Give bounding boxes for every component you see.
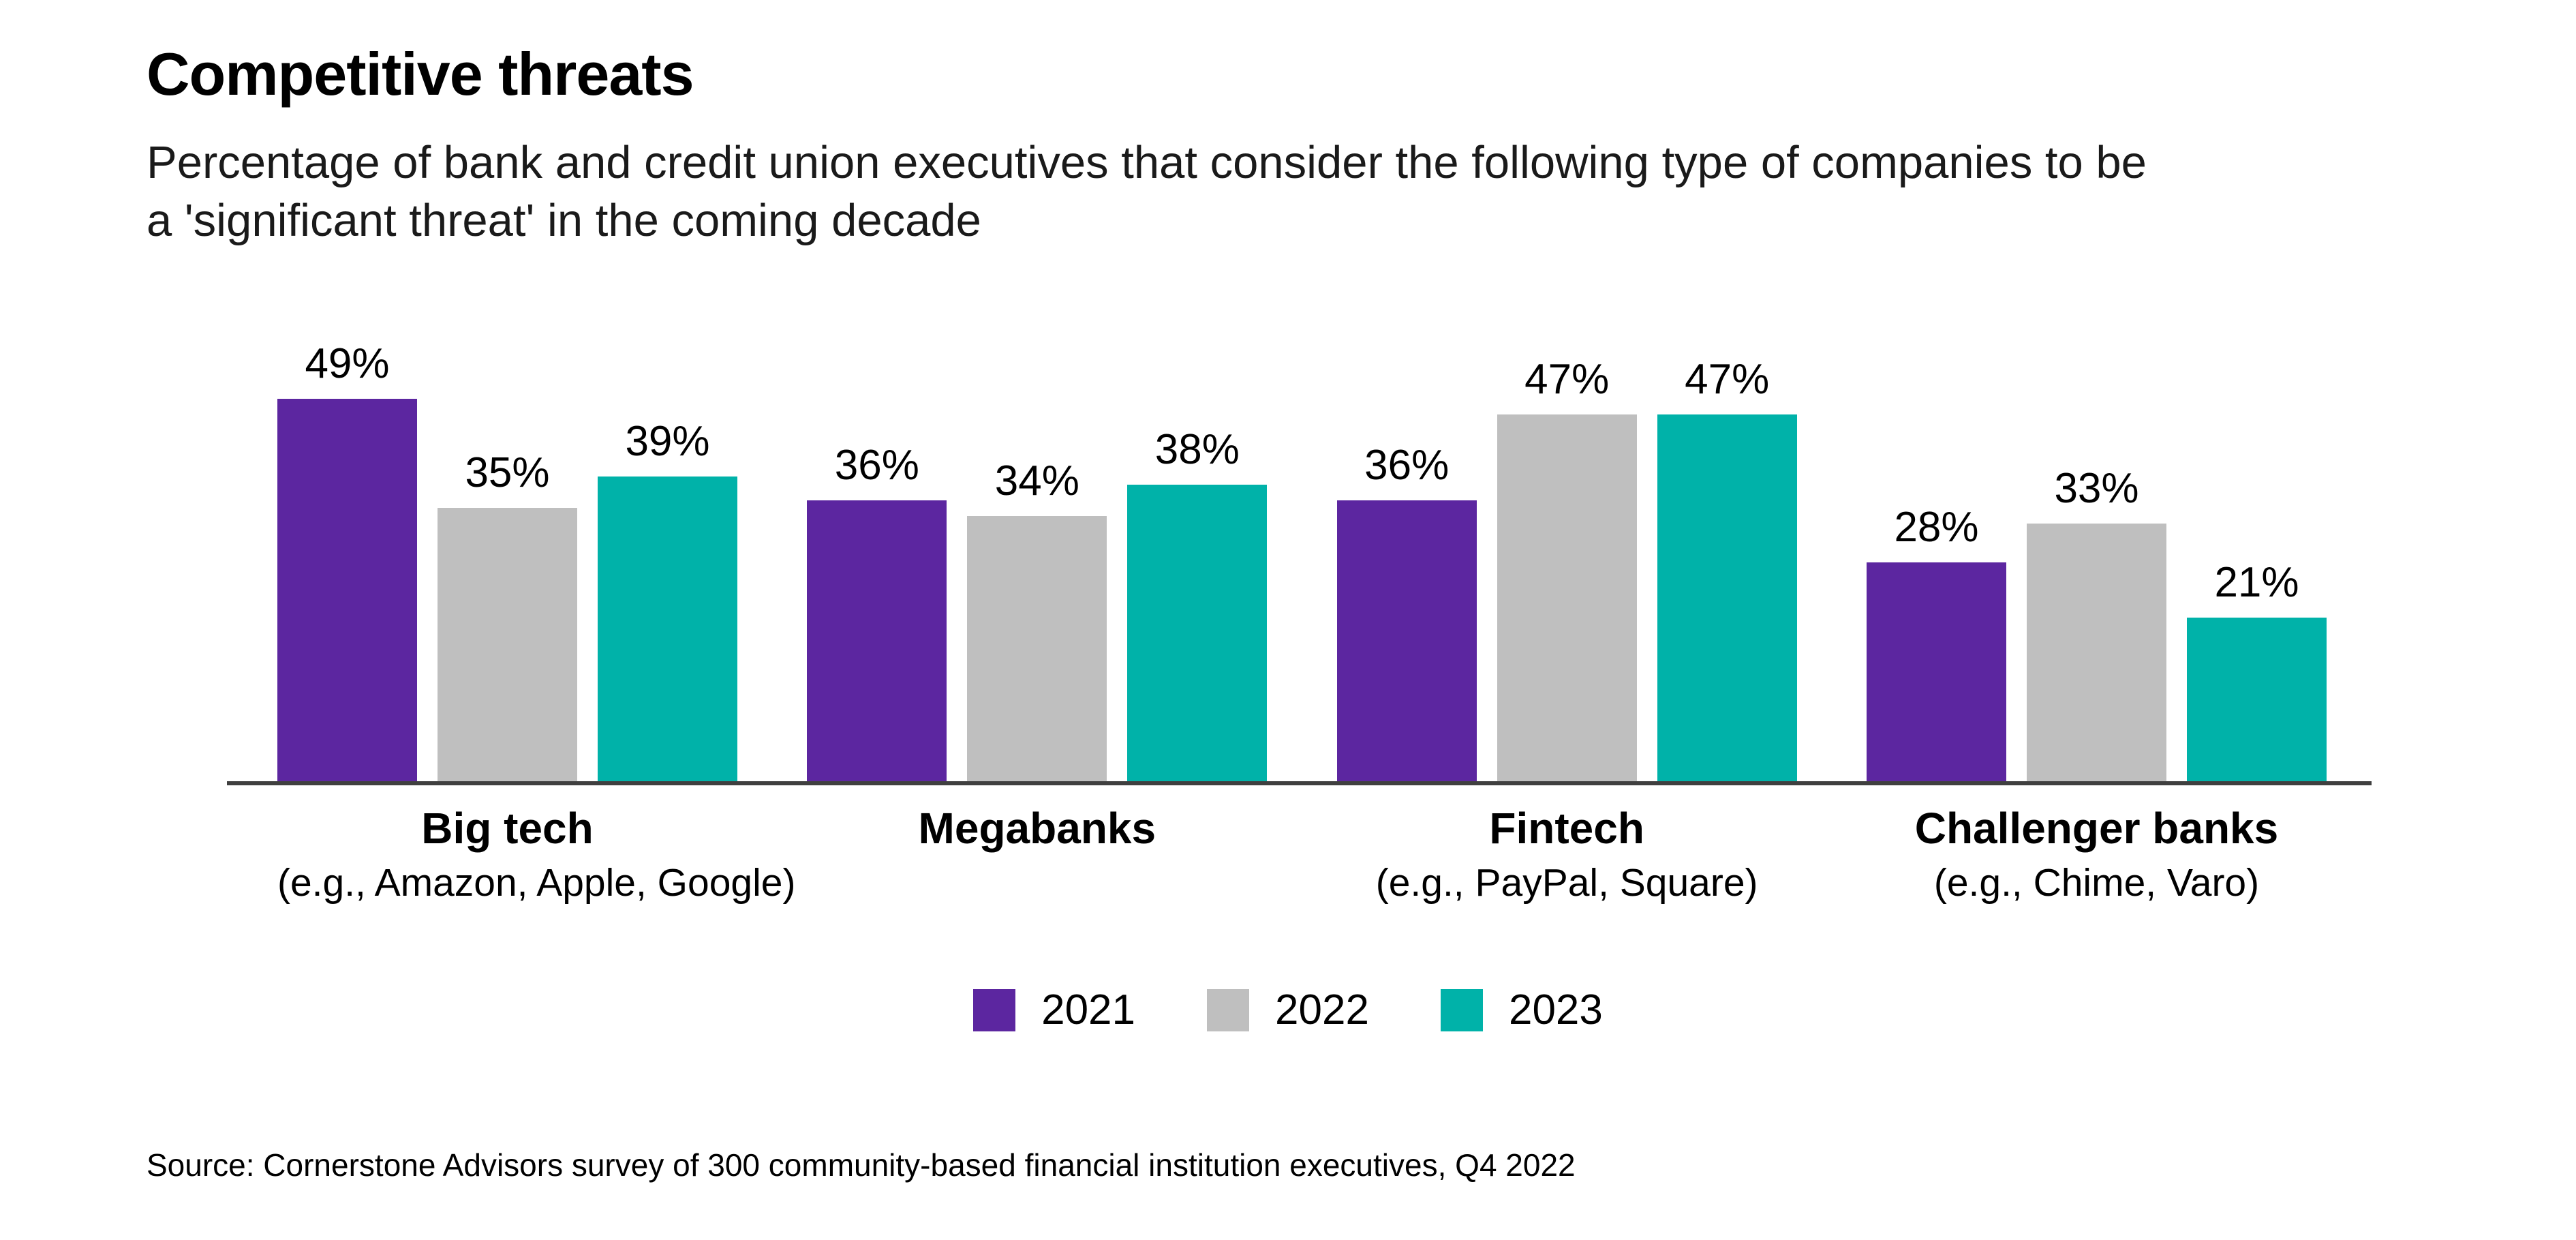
bar-rect <box>1336 500 1477 781</box>
bar-value-label: 21% <box>2214 559 2299 606</box>
bar-rect <box>598 477 737 781</box>
bar-value-label: 47% <box>1524 356 1610 403</box>
legend-swatch <box>1207 988 1250 1031</box>
bar-rect <box>2186 618 2327 781</box>
bar-chart: 49% 35% 39% 36% 34% 38% 36% 47% 47% 28% 33% 21% Big… <box>227 327 2372 905</box>
page-title: Competitive threats <box>147 40 694 108</box>
chart-legend: 2021 2022 2023 <box>0 986 2576 1034</box>
legend-swatch <box>973 988 1016 1031</box>
category-name: Megabanks <box>918 804 1156 853</box>
category-name: Fintech <box>1489 804 1644 853</box>
bar-rect <box>1497 414 1637 781</box>
bar-value-label: 36% <box>834 442 919 489</box>
legend-swatch <box>1440 988 1483 1031</box>
bar-group-challenger-banks: 28% 33% 21% <box>1866 464 2327 781</box>
subtitle-line-1: Percentage of bank and credit union exec… <box>147 137 2147 188</box>
category-sublabel: (e.g., PayPal, Square) <box>1375 861 1758 905</box>
bar-rect <box>277 399 417 781</box>
bar-big-tech-2021: 49% <box>277 339 417 781</box>
category-sublabel: (e.g., Amazon, Apple, Google) <box>277 861 796 905</box>
bar-rect <box>2026 524 2166 781</box>
bar-rect <box>807 500 947 781</box>
bar-megabanks-2022: 34% <box>967 457 1107 781</box>
bar-rect <box>1127 485 1268 781</box>
bar-value-label: 47% <box>1685 356 1770 403</box>
category-name: Big tech <box>421 804 594 853</box>
bar-group-megabanks: 36% 34% 38% <box>807 425 1268 781</box>
bar-value-label: 36% <box>1364 442 1450 489</box>
bar-value-label: 38% <box>1154 426 1240 473</box>
legend-label: 2023 <box>1508 986 1603 1033</box>
bar-fintech-2022: 47% <box>1497 355 1637 781</box>
category-label-megabanks: Megabanks <box>807 803 1267 905</box>
bar-challenger-banks-2021: 28% <box>1866 503 2006 781</box>
source-note: Source: Cornerstone Advisors survey of 3… <box>147 1147 1576 1183</box>
bar-value-label: 28% <box>1894 504 1979 551</box>
bar-rect <box>438 508 577 781</box>
bar-fintech-2023: 47% <box>1657 355 1797 781</box>
legend-item-2022: 2022 <box>1207 986 1369 1034</box>
bar-challenger-banks-2023: 21% <box>2186 558 2327 781</box>
subtitle-line-2: a 'significant threat' in the coming dec… <box>147 195 981 247</box>
category-axis: Big tech (e.g., Amazon, Apple, Google) Meg… <box>227 803 2372 905</box>
bar-megabanks-2021: 36% <box>807 441 947 781</box>
category-label-big-tech: Big tech (e.g., Amazon, Apple, Google) <box>277 803 796 905</box>
bar-big-tech-2023: 39% <box>598 417 737 781</box>
bar-rect <box>967 516 1107 781</box>
bar-megabanks-2023: 38% <box>1127 425 1268 781</box>
legend-label: 2022 <box>1275 986 1369 1033</box>
legend-label: 2021 <box>1041 986 1136 1033</box>
bar-group-fintech: 36% 47% 47% <box>1336 355 1797 781</box>
category-sublabel: (e.g., Chime, Varo) <box>1933 861 2260 905</box>
bar-value-label: 39% <box>625 418 710 465</box>
bar-rect <box>1866 562 2006 781</box>
plot-area: 49% 35% 39% 36% 34% 38% 36% 47% 47% 28% 33% 21% <box>227 327 2372 785</box>
bar-group-big-tech: 49% 35% 39% <box>277 339 737 781</box>
category-label-fintech: Fintech (e.g., PayPal, Square) <box>1337 803 1797 905</box>
bar-big-tech-2022: 35% <box>438 449 577 781</box>
bar-value-label: 49% <box>305 340 390 387</box>
bar-rect <box>1657 414 1797 781</box>
category-label-challenger-banks: Challenger banks (e.g., Chime, Varo) <box>1867 803 2327 905</box>
bar-value-label: 35% <box>465 449 550 496</box>
category-name: Challenger banks <box>1914 804 2279 853</box>
bar-fintech-2021: 36% <box>1336 441 1477 781</box>
legend-item-2021: 2021 <box>973 986 1135 1034</box>
legend-item-2023: 2023 <box>1440 986 1603 1034</box>
chart-subtitle: Percentage of bank and credit union exec… <box>147 134 2147 249</box>
bar-challenger-banks-2022: 33% <box>2026 464 2166 781</box>
bar-value-label: 34% <box>994 457 1079 504</box>
bar-value-label: 33% <box>2054 465 2139 512</box>
